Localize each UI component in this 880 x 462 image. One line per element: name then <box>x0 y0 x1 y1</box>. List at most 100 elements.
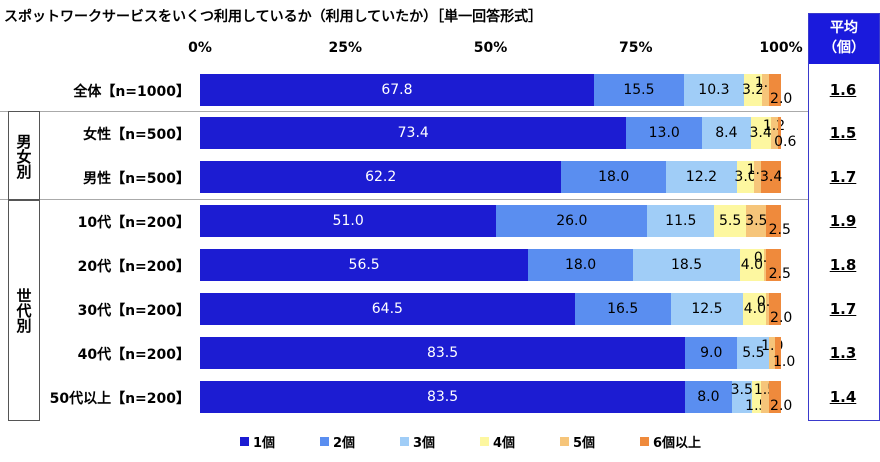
bar-segment <box>769 381 781 413</box>
row-label: 20代【n=200】 <box>77 259 190 275</box>
bar-segment <box>200 381 686 413</box>
bar-segment <box>714 205 747 237</box>
data-label: 2.0 <box>770 310 793 326</box>
data-label: 67.8 <box>381 82 413 98</box>
bar-segment <box>670 293 744 325</box>
data-label: 64.5 <box>371 301 403 317</box>
bar-segment <box>632 249 741 281</box>
data-label: 83.5 <box>426 345 459 361</box>
bar-segment <box>731 381 752 413</box>
legend-swatch <box>320 437 329 446</box>
row-label: 女性【n=500】 <box>83 127 190 143</box>
bar-segment <box>754 161 762 193</box>
data-label: 3.4 <box>749 125 772 141</box>
mean-value: 1.3 <box>829 344 857 362</box>
data-label: 73.4 <box>397 125 429 141</box>
legend-swatch <box>240 437 249 446</box>
legend-swatch <box>400 437 409 446</box>
data-label: 3.5 <box>745 213 768 229</box>
data-label: 18.0 <box>564 257 597 273</box>
data-label: 3.5 <box>730 382 753 398</box>
data-label: 13.0 <box>648 125 680 141</box>
bar-segment <box>766 293 770 325</box>
bar-segment <box>740 249 764 281</box>
bar-segment <box>750 117 771 149</box>
data-label: 9.0 <box>700 345 723 361</box>
x-tick-label: 100% <box>759 40 803 56</box>
x-tick-label: 25% <box>328 40 363 56</box>
legend-item: 1個 <box>240 432 275 451</box>
legend-swatch <box>640 437 649 446</box>
mean-value: 1.8 <box>829 256 857 274</box>
data-label: 0.6 <box>774 134 797 150</box>
legend-label: 4個 <box>493 436 516 451</box>
bar-segment <box>200 293 575 325</box>
bar-segment <box>761 161 781 193</box>
legend-label: 5個 <box>573 436 596 451</box>
bar-segment <box>561 161 666 193</box>
bar-segment <box>200 74 594 106</box>
bar-segment <box>769 74 781 106</box>
data-label: 4.0 <box>743 301 766 317</box>
data-label: 12.2 <box>685 169 717 185</box>
bar-segment <box>766 249 781 281</box>
data-label: 2.0 <box>770 91 793 107</box>
legend-item: 5個 <box>560 432 595 451</box>
data-label: 10.3 <box>698 82 730 98</box>
data-label: 2.0 <box>770 398 793 414</box>
bar-segment <box>496 205 648 237</box>
group-label: 世代別 <box>8 199 40 421</box>
data-label: 8.4 <box>715 125 738 141</box>
bar-segment <box>200 337 686 369</box>
data-label: 2.5 <box>768 266 791 282</box>
data-label: 5.5 <box>719 213 742 229</box>
mean-value: 1.9 <box>829 212 857 230</box>
chart-title: スポットワークサービスをいくつ利用しているか（利用していたか）［単一回答形式］ <box>4 9 543 25</box>
legend-label: 1個 <box>253 436 276 451</box>
data-label: 18.0 <box>598 169 630 185</box>
legend-item: 2個 <box>320 432 355 451</box>
legend-label: 6個以上 <box>653 436 702 451</box>
mean-value: 1.6 <box>829 81 857 99</box>
data-label: 3.0 <box>734 169 757 185</box>
mean-value: 1.4 <box>829 388 857 406</box>
bar-segment <box>665 161 737 193</box>
group-label: 男女別 <box>8 111 40 201</box>
mean-header: 平均 （個） <box>809 14 879 64</box>
bar-segment <box>574 293 671 325</box>
row-label: 40代【n=200】 <box>77 347 190 363</box>
bar-segment <box>685 381 732 413</box>
bar-segment <box>701 117 751 149</box>
data-label: 5.5 <box>742 345 765 361</box>
data-label: 16.5 <box>607 301 639 317</box>
bar-segment <box>777 117 781 149</box>
data-label: 83.5 <box>426 389 459 405</box>
mean-header-line2: （個） <box>823 40 865 56</box>
mean-value: 1.7 <box>829 168 857 186</box>
mean-column: 平均 （個） <box>808 13 880 421</box>
bar-segment <box>647 205 715 237</box>
row-label: 全体【n=1000】 <box>73 84 190 100</box>
data-label: 4.0 <box>740 257 764 273</box>
bar-segment <box>751 381 761 413</box>
row-label: 10代【n=200】 <box>77 215 190 231</box>
bar-segment <box>200 161 562 193</box>
bar-segment <box>528 249 633 281</box>
row-label: 男性【n=500】 <box>83 171 190 187</box>
row-label: 30代【n=200】 <box>77 303 190 319</box>
data-label: 18.5 <box>670 257 703 273</box>
row-label: 50代以上【n=200】 <box>49 391 190 407</box>
bar-segment <box>769 293 781 325</box>
data-label: 15.5 <box>623 82 655 98</box>
bar-segment <box>200 205 497 237</box>
bar-segment <box>775 337 781 369</box>
bar-segment <box>200 117 627 149</box>
data-label: 3.2 <box>741 82 765 98</box>
bar-segment <box>763 249 767 281</box>
mean-header-line1: 平均 <box>830 20 858 36</box>
data-label: 26.0 <box>556 213 588 229</box>
x-tick-label: 75% <box>618 40 653 56</box>
bar-segment <box>626 117 702 149</box>
data-label: 56.5 <box>348 257 380 273</box>
data-label: 8.0 <box>697 389 720 405</box>
